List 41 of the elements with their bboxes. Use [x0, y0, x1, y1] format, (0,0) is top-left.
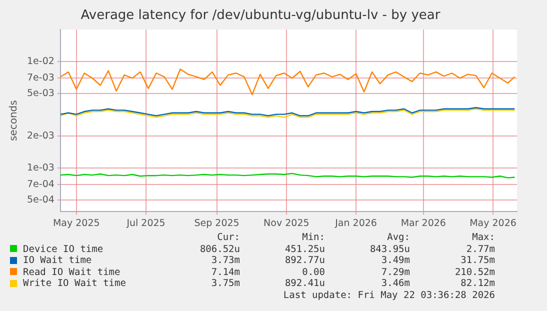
- text: 3.73m: [210, 255, 240, 266]
- text: 2.77m: [465, 244, 495, 255]
- x-tick-label: Jan 2026: [334, 218, 377, 229]
- text: 0.00: [301, 266, 325, 278]
- y-tick-label: 7e-03: [27, 72, 54, 84]
- y-tick-label: 1e-03: [27, 162, 54, 174]
- text: Max:: [471, 232, 495, 244]
- text: Last update: Fri May 22 03:36:28 2026: [282, 290, 495, 301]
- text: 892.41u: [284, 278, 325, 290]
- y-tick-label: 5e-04: [27, 194, 54, 206]
- legend-label: Device IO time: [22, 244, 104, 255]
- x-tick-label: Sep 2025: [194, 218, 240, 229]
- x-tick-label: Jul 2025: [126, 218, 166, 229]
- text: 7.29m: [380, 266, 410, 278]
- x-tick-label: Nov 2025: [264, 218, 310, 229]
- x-tick-label: May 2025: [52, 218, 100, 229]
- text: 82.12m: [460, 278, 495, 290]
- y-tick-label: 5e-03: [27, 88, 54, 100]
- text: 7.14m: [210, 266, 240, 278]
- legend-label: Write IO Wait time: [22, 278, 127, 290]
- y-tick-label: 7e-04: [27, 179, 54, 190]
- y-tick-label: 1e-02: [27, 56, 54, 68]
- text: 210.52m: [454, 266, 495, 278]
- text: Min:: [301, 232, 325, 244]
- text: 451.25u: [284, 244, 325, 255]
- text: 31.75m: [460, 255, 495, 266]
- text: 3.46m: [380, 278, 410, 290]
- text: 843.95u: [368, 244, 410, 255]
- text: 892.77u: [284, 255, 325, 266]
- text: 3.49m: [380, 255, 410, 266]
- x-tick-label: Mar 2026: [400, 218, 446, 229]
- text: 806.52u: [198, 244, 240, 255]
- x-tick-label: May 2026: [470, 218, 516, 229]
- text: Avg:: [386, 232, 410, 244]
- text: Cur:: [216, 232, 240, 244]
- chart-title: Average latency for /dev/ubuntu-vg/ubuntu-lv - by year: [80, 8, 441, 24]
- legend-label: Read IO Wait time: [22, 266, 122, 278]
- legend-label: IO Wait time: [22, 255, 93, 266]
- y-tick-label: 2e-03: [27, 130, 54, 142]
- text: 3.75m: [210, 278, 240, 290]
- y-axis-title: seconds: [8, 100, 20, 142]
